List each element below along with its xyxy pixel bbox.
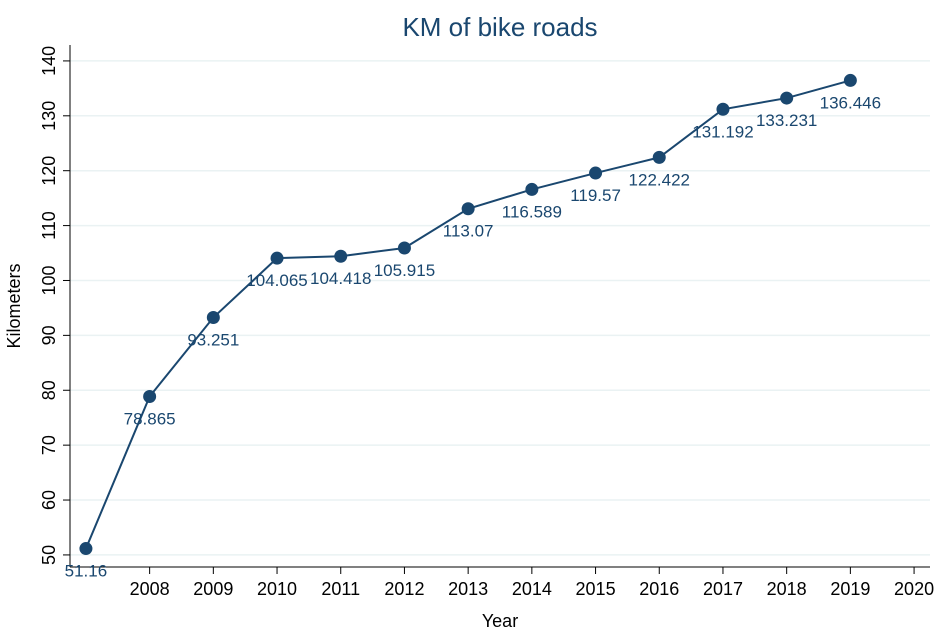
y-tick-label: 80 [39,380,59,400]
data-label: 105.915 [374,261,435,280]
x-tick-label: 2015 [576,579,616,599]
data-label: 93.251 [187,331,239,350]
x-tick-label: 2016 [639,579,679,599]
marker [334,249,348,263]
x-tick-label: 2010 [257,579,297,599]
x-tick-label: 2012 [384,579,424,599]
x-axis-label: Year [482,611,518,631]
marker [716,102,730,116]
data-label: 51.16 [65,562,108,581]
data-label: 78.865 [124,409,176,428]
marker [143,389,157,403]
x-tick-label: 2008 [130,579,170,599]
y-tick-label: 50 [39,545,59,565]
y-tick-label: 130 [39,101,59,131]
y-tick-label: 90 [39,325,59,345]
y-tick-label: 140 [39,46,59,76]
marker [79,542,93,556]
data-label: 136.446 [820,93,881,112]
data-label: 119.57 [570,186,621,205]
marker [397,241,411,255]
marker [652,150,666,164]
x-tick-label: 2013 [448,579,488,599]
y-tick-label: 100 [39,265,59,295]
y-tick-label: 110 [39,211,59,240]
x-tick-label: 2017 [703,579,743,599]
y-tick-label: 60 [39,490,59,510]
y-tick-label: 70 [39,435,59,455]
y-axis-label: Kilometers [4,263,24,348]
marker [461,202,475,216]
chart-title: KM of bike roads [402,12,597,42]
data-label: 113.07 [443,222,494,241]
x-tick-label: 2011 [321,579,360,599]
marker [843,73,857,87]
data-label: 116.589 [502,202,562,221]
data-label: 131.192 [692,122,753,141]
x-tick-label: 2018 [767,579,807,599]
data-label: 104.065 [246,271,307,290]
marker [525,182,539,196]
marker [206,311,220,325]
x-tick-label: 2019 [830,579,870,599]
data-label: 104.418 [310,269,371,288]
marker [780,91,794,105]
x-tick-label: 2014 [512,579,552,599]
data-label: 122.422 [629,170,690,189]
marker [270,251,284,265]
y-tick-label: 120 [39,156,59,186]
x-tick-label: 2020 [894,579,934,599]
data-label: 133.231 [756,111,817,130]
marker [589,166,603,180]
x-tick-label: 2009 [193,579,233,599]
